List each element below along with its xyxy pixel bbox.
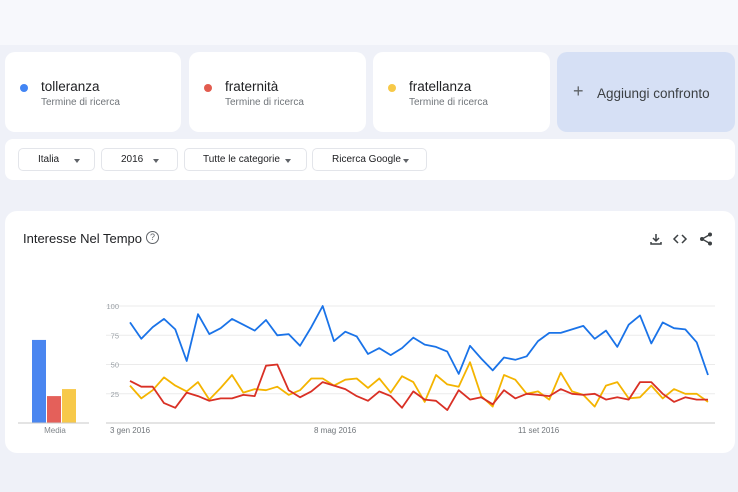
dropdown-value: 2016 [121, 154, 144, 165]
add-comparison-button[interactable]: + Aggiungi confronto [557, 52, 735, 132]
term-type: Termine di ricerca [409, 97, 488, 108]
series-color-dot [204, 84, 212, 92]
bar-category-label: Media [44, 426, 66, 435]
top-band [0, 0, 738, 45]
caret-down-icon [153, 159, 159, 163]
y-tick-label: 100 [106, 302, 119, 311]
average-bar-fraternità [47, 396, 61, 423]
x-tick-label: 3 gen 2016 [110, 426, 151, 435]
embed-code-icon[interactable] [672, 231, 688, 247]
term-card-fratellanza[interactable]: fratellanza Termine di ricerca [373, 52, 550, 132]
time-range-dropdown[interactable]: 2016 [101, 148, 178, 171]
x-tick-label: 8 mag 2016 [314, 426, 357, 435]
series-color-dot [20, 84, 28, 92]
category-dropdown[interactable]: Tutte le categorie [184, 148, 307, 171]
plus-icon: + [573, 81, 584, 101]
y-tick-label: 25 [111, 390, 119, 399]
term-type: Termine di ricerca [225, 97, 304, 108]
series-color-dot [388, 84, 396, 92]
y-tick-label: 50 [111, 361, 119, 370]
search-type-dropdown[interactable]: Ricerca Google [312, 148, 427, 171]
term-label: fratellanza [409, 79, 472, 94]
series-line-fraternità [129, 363, 708, 412]
dropdown-value: Tutte le categorie [203, 154, 280, 165]
dropdown-value: Ricerca Google [332, 154, 401, 165]
series-line-tolleranza [129, 305, 709, 376]
share-icon[interactable] [698, 231, 714, 247]
term-card-fraternita[interactable]: fraternità Termine di ricerca [189, 52, 366, 132]
caret-down-icon [74, 159, 80, 163]
interest-over-time-panel: Interesse Nel Tempo ? [5, 211, 735, 453]
series-line-fratellanza [129, 361, 709, 408]
help-circle-icon[interactable]: ? [146, 231, 159, 244]
region-dropdown[interactable]: Italia [18, 148, 95, 171]
dropdown-value: Italia [38, 154, 60, 165]
caret-down-icon [403, 159, 409, 163]
term-type: Termine di ricerca [41, 97, 120, 108]
x-tick-label: 11 set 2016 [518, 426, 560, 435]
download-icon[interactable] [648, 231, 664, 247]
panel-title: Interesse Nel Tempo [23, 231, 142, 246]
term-card-tolleranza[interactable]: tolleranza Termine di ricerca [5, 52, 181, 132]
average-bar-fratellanza [62, 389, 76, 423]
y-tick-label: 75 [111, 331, 119, 340]
term-label: tolleranza [41, 79, 100, 94]
term-label: fraternità [225, 79, 279, 94]
average-bar-tolleranza [32, 339, 46, 423]
add-comparison-label: Aggiungi confronto [597, 86, 710, 101]
caret-down-icon [285, 159, 291, 163]
filter-bar: Italia 2016 Tutte le categorie Ricerca G… [5, 139, 735, 180]
